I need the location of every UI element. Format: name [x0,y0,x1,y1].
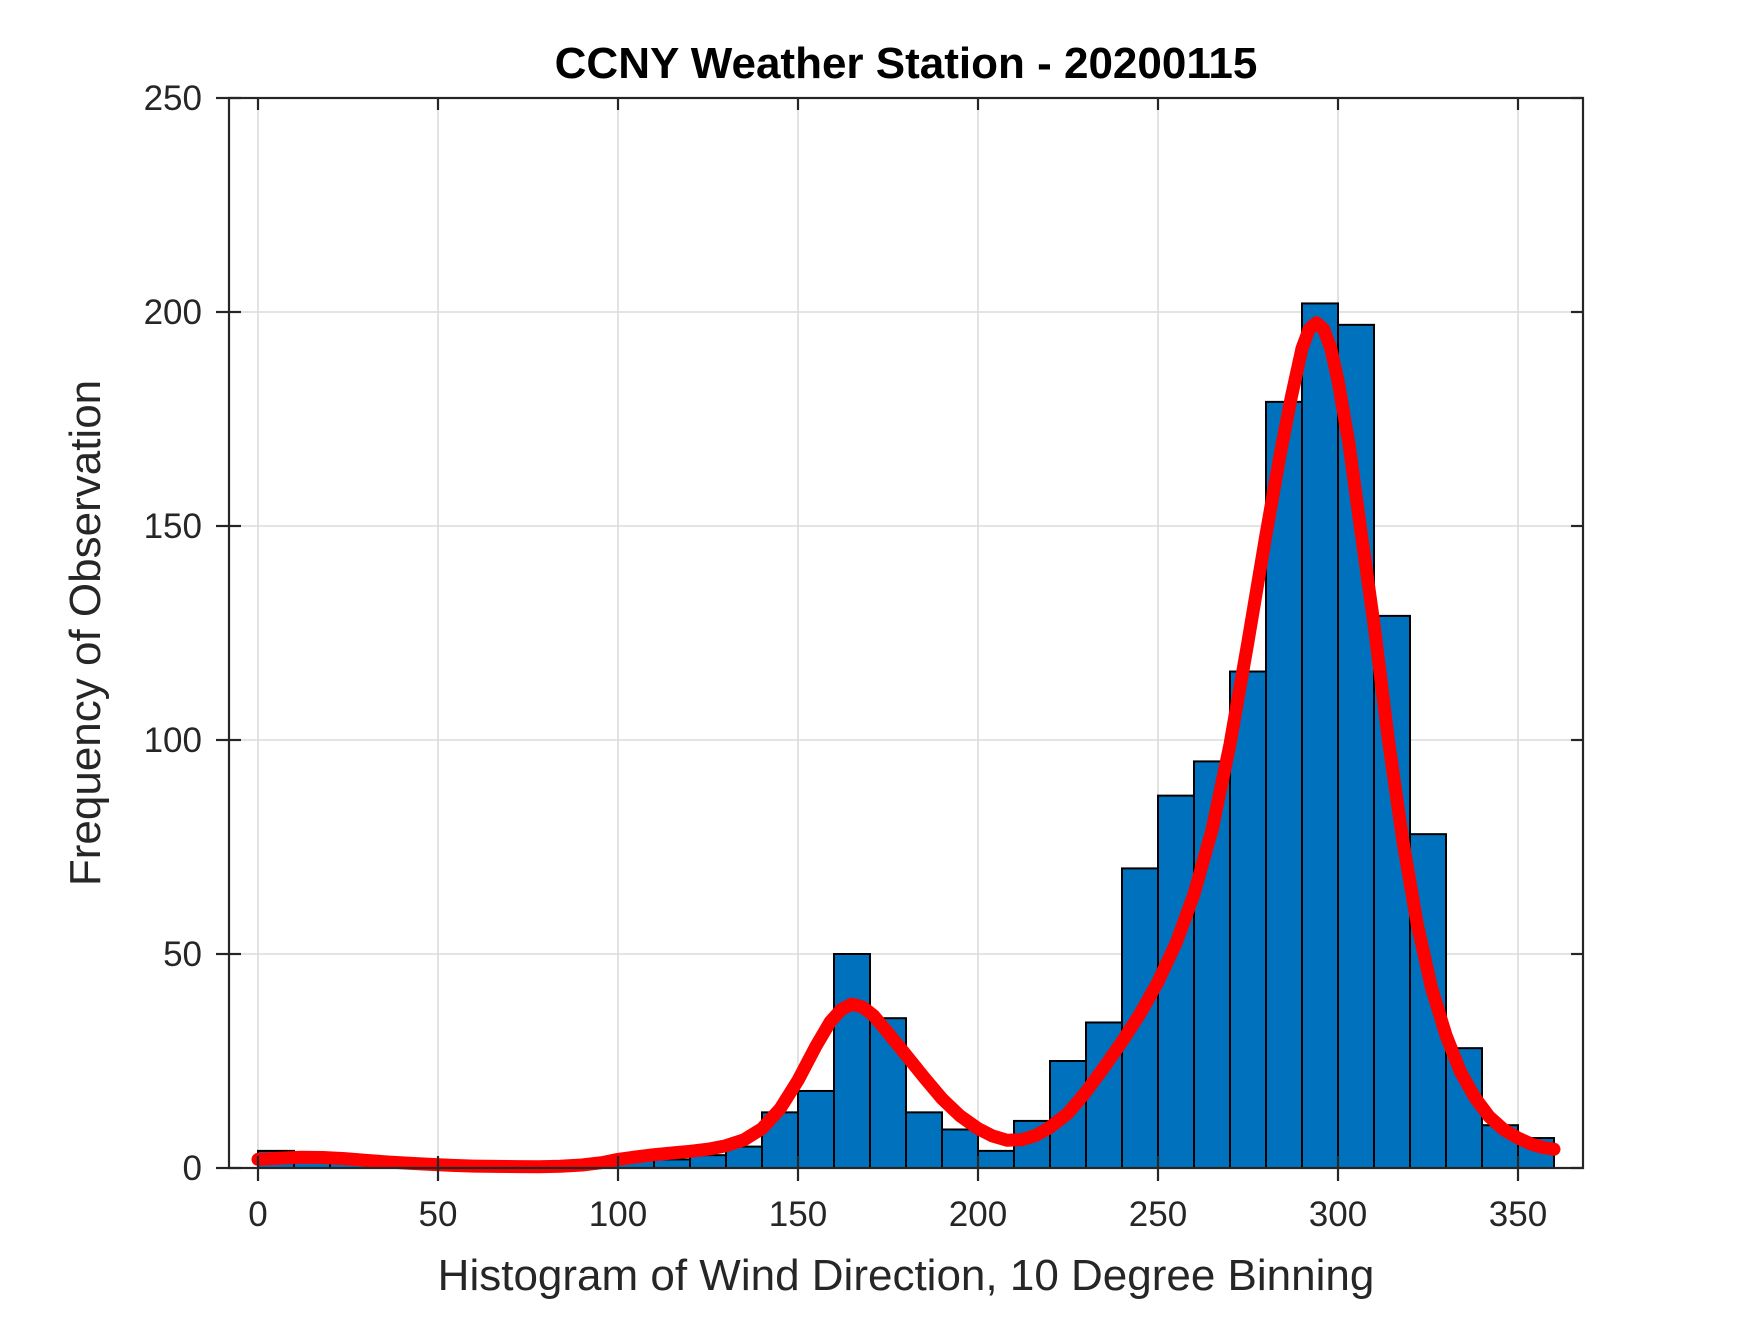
x-tick-label: 0 [248,1195,267,1234]
x-tick-labels: 0 50 100 150 200 250 300 350 [248,1195,1547,1234]
y-tick-label: 200 [144,293,202,332]
x-tick-label: 250 [1129,1195,1187,1234]
y-tick-label: 50 [163,935,202,974]
chart-title: CCNY Weather Station - 20200115 [555,39,1258,88]
axes-border [227,96,1585,1170]
x-tick-label: 350 [1489,1195,1547,1234]
x-tick-label: 150 [769,1195,827,1234]
x-tick-label: 100 [589,1195,647,1234]
y-tick-label: 250 [144,79,202,118]
y-tick-label: 0 [183,1149,202,1188]
y-tick-label: 100 [144,721,202,760]
x-tick-label: 200 [949,1195,1007,1234]
histogram-bar [1301,302,1339,1169]
y-axis-label: Frequency of Observation [61,380,110,886]
histogram-bar [797,1089,835,1169]
histogram-bar [941,1128,979,1169]
histogram-bar [653,1158,691,1169]
x-tick-label: 50 [419,1195,458,1234]
axes-box [216,96,1585,1181]
x-tick-label: 300 [1309,1195,1367,1234]
fit-curve-line [251,316,1561,1174]
y-tick-label: 150 [144,507,202,546]
histogram-bar [833,953,871,1169]
y-tick-labels: 0 50 100 150 200 250 [144,79,202,1188]
x-axis-label: Histogram of Wind Direction, 10 Degree B… [438,1251,1375,1300]
histogram-bar [905,1111,943,1169]
histogram-bar [977,1149,1015,1170]
